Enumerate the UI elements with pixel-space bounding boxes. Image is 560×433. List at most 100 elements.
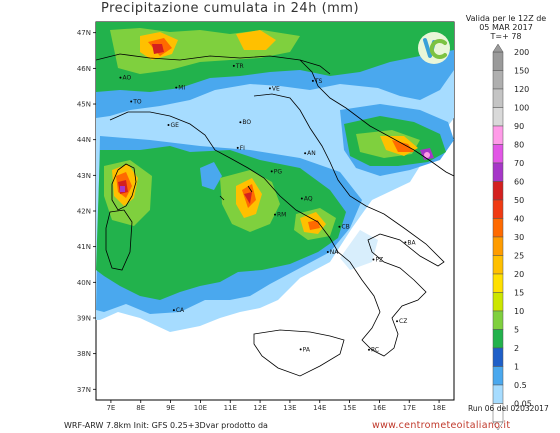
lat-label: 42N	[77, 208, 91, 216]
city-dot	[372, 258, 375, 261]
legend-label: 20	[514, 270, 524, 279]
legend-swatch	[492, 162, 504, 182]
city-dot	[236, 146, 239, 149]
city-label: CA	[176, 307, 185, 314]
precip-fields	[96, 22, 454, 332]
lon-label: 12E	[253, 404, 266, 412]
legend-swatch	[492, 144, 504, 164]
legend-cap-bottom	[492, 421, 504, 431]
precip-area-lightgreen	[104, 28, 420, 240]
legend-label: 10	[514, 307, 524, 316]
city-label: PZ	[375, 256, 383, 263]
city-label: AN	[307, 150, 316, 157]
precip-area-green	[96, 22, 454, 300]
city-label: TO	[132, 99, 142, 106]
site-link[interactable]: www.centrometeoitaliano.it	[372, 420, 511, 431]
lat-label: 38N	[77, 350, 91, 358]
lon-label: 16E	[373, 404, 386, 412]
legend-swatch	[492, 125, 504, 145]
map-title: Precipitazione cumulata in 24h (mm)	[101, 1, 360, 16]
legend-swatch	[492, 347, 504, 367]
city-dot	[270, 170, 273, 173]
precip-area-yellow	[112, 30, 418, 234]
city-label: TS	[314, 78, 323, 85]
lat-label: 47N	[77, 29, 91, 37]
lon-label: 13E	[283, 404, 296, 412]
city-dot	[338, 225, 341, 228]
city-label: PG	[274, 168, 283, 175]
lon-label: 18E	[432, 404, 445, 412]
model-info: WRF-ARW 7.8km Init: GFS 0.25+3Dvar prodo…	[64, 421, 268, 430]
city-label: BO	[242, 119, 251, 126]
lat-label: 41N	[77, 243, 91, 251]
lon-label: 7E	[106, 404, 115, 412]
city-label: PA	[303, 346, 311, 353]
lat-label: 39N	[77, 314, 91, 322]
city-dot	[396, 320, 399, 323]
legend-label: 100	[514, 104, 529, 113]
forecast-step: T=+ 78	[490, 32, 522, 41]
city-label: AO	[122, 75, 131, 82]
legend-swatch	[492, 273, 504, 293]
city-dot	[367, 348, 370, 351]
city-dot	[404, 241, 407, 244]
city-dot	[119, 76, 122, 79]
lon-label: 15E	[343, 404, 356, 412]
city-label: RC	[371, 347, 379, 354]
legend-swatch	[492, 255, 504, 275]
legend-label: 40	[514, 215, 524, 224]
city-dot	[304, 152, 307, 155]
dry-patch-tyrrhenian	[200, 162, 222, 190]
validity-line-1: Valida per le 12Z de	[465, 14, 547, 23]
legend-label: 2	[514, 344, 519, 353]
city-dot	[130, 100, 133, 103]
legend-label: 60	[514, 178, 524, 187]
city-dot	[268, 87, 271, 90]
legend-label: 80	[514, 141, 524, 150]
city-label: CZ	[399, 318, 407, 325]
lat-axis: 47N 46N 45N 44N 43N 42N 41N 40N 39N 38N 37N	[77, 29, 96, 394]
lon-label: 14E	[313, 404, 326, 412]
lat-label: 44N	[77, 136, 91, 144]
lat-label: 46N	[77, 65, 91, 73]
city-label: AQ	[304, 196, 313, 203]
validity-info: Valida per le 12Z de 05 MAR 2017 T=+ 78	[458, 14, 554, 41]
lon-axis: 7E 8E 9E 10E 11E 12E 13E 14E 15E 16E 17E 18E	[106, 400, 446, 412]
precip-core-magenta	[424, 152, 430, 158]
legend-swatch	[492, 70, 504, 90]
legend-label: 120	[514, 85, 529, 94]
city-dot	[311, 79, 314, 82]
legend-label: 0.05	[514, 400, 532, 409]
lat-label: 40N	[77, 279, 91, 287]
city-labels: TO GE BO VE TS TR FI AN PG AQ RM CB NA BA PZ CZ RC PA CA AO…	[119, 63, 416, 354]
city-label: GE	[170, 122, 179, 129]
legend-swatch	[492, 292, 504, 312]
city-label: CB	[341, 224, 349, 231]
legend-swatch	[492, 310, 504, 330]
legend-swatch	[492, 51, 504, 71]
legend-label: 30	[514, 233, 524, 242]
legend-label: 0.5	[514, 381, 527, 390]
run-info: Run 06 del 02032017	[468, 404, 549, 413]
legend-label: 90	[514, 122, 524, 131]
legend-label: 200	[514, 48, 529, 57]
legend-swatch	[492, 384, 504, 404]
city-dot	[167, 124, 170, 127]
city-dot	[172, 309, 175, 312]
legend-swatch	[492, 236, 504, 256]
lon-label: 17E	[403, 404, 416, 412]
legend-label: 25	[514, 252, 524, 261]
validity-date: 05 MAR 2017	[479, 23, 533, 32]
city-label: FI	[240, 145, 245, 152]
city-dot	[326, 251, 329, 254]
legend-label: 1	[514, 363, 519, 372]
legend-cap-top	[492, 43, 504, 53]
legend-swatch	[492, 199, 504, 219]
city-label: NA	[330, 249, 339, 256]
legend-swatch	[492, 107, 504, 127]
lon-label: 10E	[194, 404, 207, 412]
lon-label: 8E	[136, 404, 145, 412]
precip-legend: 200 150 120 100 90 80 70 60 50 40 30 25 20 15 10 5 2 1 0.5…	[492, 43, 532, 431]
legend-swatch	[492, 181, 504, 201]
